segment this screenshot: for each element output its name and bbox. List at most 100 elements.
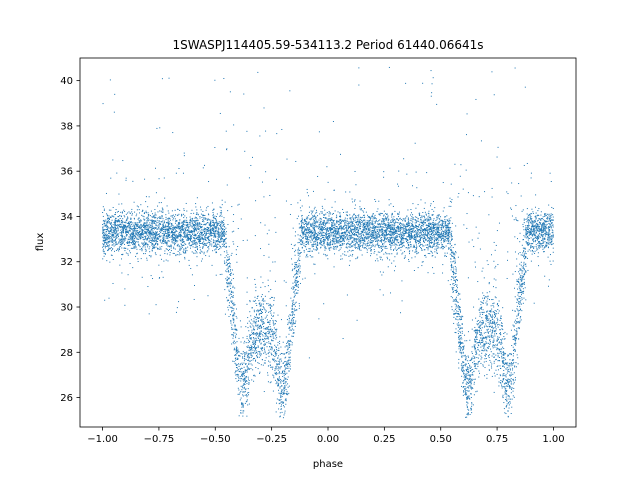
data-point: [200, 234, 202, 236]
data-point: [390, 203, 392, 205]
data-point: [512, 364, 514, 366]
data-point: [226, 184, 228, 186]
data-point: [161, 230, 163, 232]
data-point: [130, 235, 132, 237]
data-point: [310, 233, 312, 235]
data-point: [351, 224, 353, 226]
data-point: [481, 349, 483, 351]
data-point: [379, 235, 381, 237]
data-point: [404, 230, 406, 232]
data-point: [145, 237, 147, 239]
data-point: [547, 228, 549, 230]
data-point: [148, 236, 150, 238]
data-point: [489, 339, 491, 341]
data-point: [106, 220, 108, 222]
data-point: [486, 318, 488, 320]
data-point: [392, 219, 394, 221]
data-point: [412, 228, 414, 230]
data-point: [113, 111, 115, 113]
data-point: [173, 217, 175, 219]
data-point: [534, 231, 536, 233]
data-point: [536, 215, 538, 217]
data-point: [513, 343, 515, 345]
data-point: [209, 239, 211, 241]
data-point: [491, 323, 493, 325]
data-point: [166, 241, 168, 243]
data-point: [516, 281, 518, 283]
data-point: [380, 237, 382, 239]
data-point: [349, 236, 351, 238]
data-point: [279, 412, 281, 414]
data-point: [548, 236, 550, 238]
data-point: [542, 216, 544, 218]
data-point: [170, 245, 172, 247]
data-point: [237, 373, 239, 375]
data-point: [518, 327, 520, 329]
data-point: [387, 234, 389, 236]
data-point: [119, 240, 121, 242]
data-point: [261, 338, 263, 340]
data-point: [310, 217, 312, 219]
data-point: [317, 238, 319, 240]
data-point: [312, 210, 314, 212]
data-point: [531, 208, 533, 210]
data-point: [273, 312, 275, 314]
data-point: [179, 252, 181, 254]
data-point: [546, 218, 548, 220]
data-point: [306, 253, 308, 255]
data-point: [500, 343, 502, 345]
data-point: [267, 374, 269, 376]
data-point: [390, 292, 392, 294]
data-point: [347, 223, 349, 225]
data-point: [203, 221, 205, 223]
data-point: [519, 289, 521, 291]
data-point: [470, 375, 472, 377]
data-point: [282, 391, 284, 393]
data-point: [540, 218, 542, 220]
data-point: [547, 236, 549, 238]
data-point: [468, 356, 470, 358]
data-point: [235, 351, 237, 353]
data-point: [415, 233, 417, 235]
data-point: [207, 222, 209, 224]
data-point: [193, 236, 195, 238]
data-point: [257, 320, 259, 322]
data-point: [353, 229, 355, 231]
data-point: [444, 255, 446, 257]
data-point: [173, 242, 175, 244]
data-point: [491, 317, 493, 319]
data-point: [137, 241, 139, 243]
data-point: [366, 238, 368, 240]
data-point: [241, 374, 243, 376]
data-point: [119, 232, 121, 234]
data-point: [283, 375, 285, 377]
data-point: [516, 265, 518, 267]
data-point: [484, 191, 486, 193]
data-point: [369, 220, 371, 222]
data-point: [492, 299, 494, 301]
data-point: [175, 311, 177, 313]
data-point: [319, 243, 321, 245]
data-point: [159, 246, 161, 248]
data-point: [272, 321, 274, 323]
data-point: [284, 361, 286, 363]
data-point: [285, 398, 287, 400]
data-point: [526, 162, 528, 164]
data-point: [191, 232, 193, 234]
data-point: [292, 282, 294, 284]
data-point: [214, 147, 216, 149]
data-point: [247, 345, 249, 347]
data-point: [389, 243, 391, 245]
data-point: [448, 229, 450, 231]
data-point: [276, 178, 278, 180]
data-point: [358, 232, 360, 234]
data-point: [479, 337, 481, 339]
data-point: [329, 239, 331, 241]
data-point: [119, 215, 121, 217]
data-point: [244, 378, 246, 380]
data-point: [177, 240, 179, 242]
data-point: [227, 262, 229, 264]
data-point: [140, 237, 142, 239]
data-point: [284, 364, 286, 366]
data-point: [438, 226, 440, 228]
